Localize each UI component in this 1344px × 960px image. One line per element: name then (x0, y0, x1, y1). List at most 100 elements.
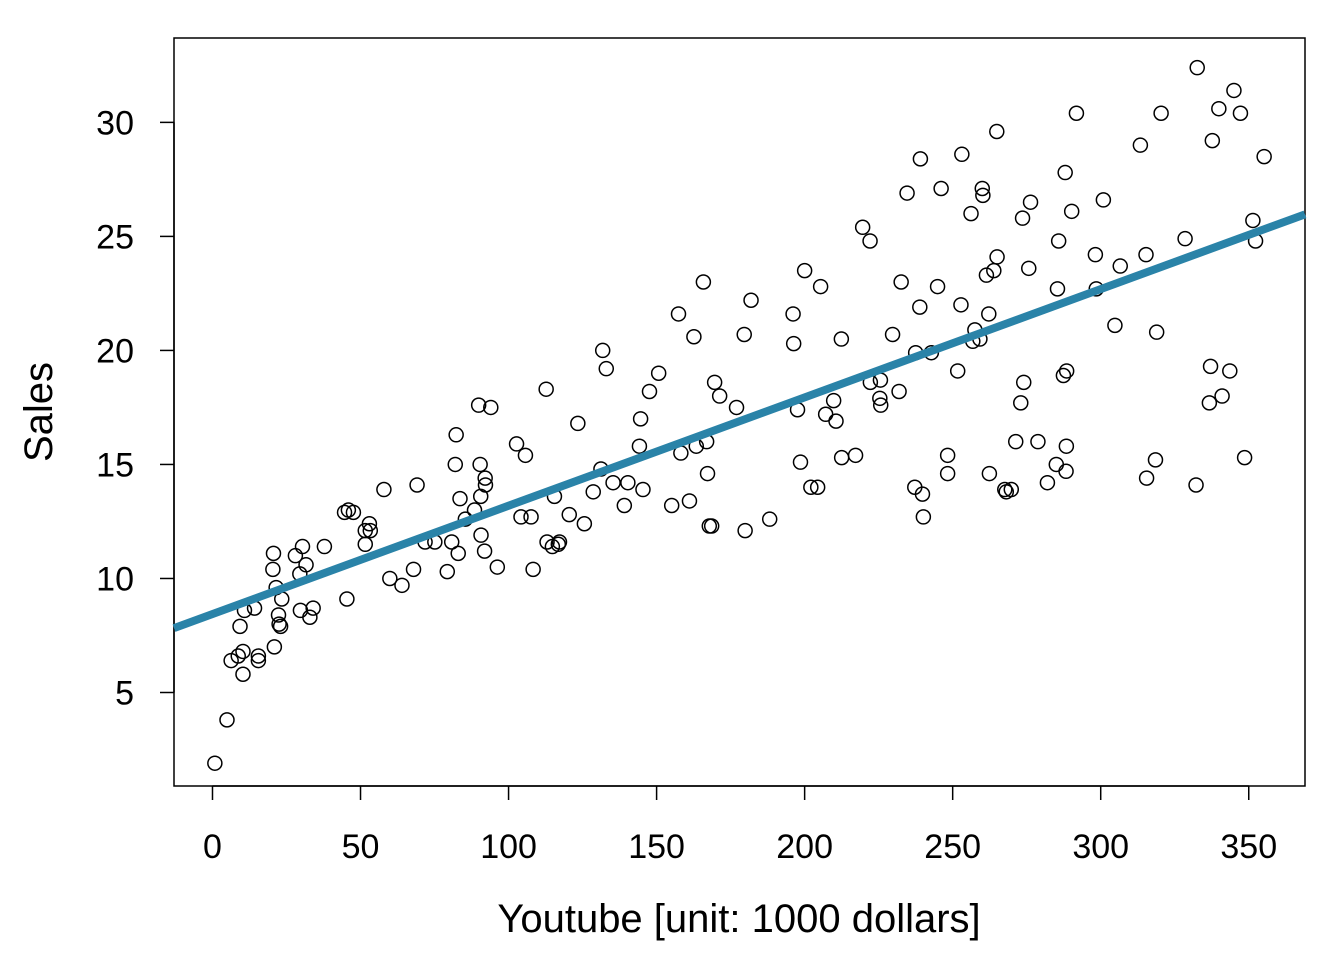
data-point (650, 365, 667, 381)
data-point (974, 180, 991, 197)
data-point (862, 233, 878, 249)
data-point (302, 609, 318, 625)
data-point (681, 493, 698, 509)
y-tick-label: 10 (96, 560, 134, 598)
data-point (1132, 137, 1149, 153)
data-point (598, 360, 615, 377)
data-point (728, 399, 745, 416)
data-point (1003, 481, 1020, 498)
data-point (891, 383, 907, 400)
data-point (1068, 105, 1085, 122)
data-point (316, 538, 333, 555)
points-layer (207, 59, 1272, 771)
y-tick-label: 15 (96, 446, 134, 484)
data-point (833, 449, 850, 466)
data-point (632, 411, 649, 427)
data-point (915, 509, 932, 525)
data-point (1204, 132, 1221, 149)
data-point (219, 712, 235, 728)
data-point (975, 187, 991, 204)
data-point (663, 497, 680, 514)
data-point (1148, 324, 1165, 340)
data-point (1039, 474, 1056, 491)
data-point (272, 618, 289, 635)
data-point (266, 639, 283, 655)
data-point (929, 278, 946, 295)
data-point (570, 415, 586, 432)
data-point (1147, 452, 1164, 468)
data-point (513, 509, 529, 525)
data-point (382, 570, 398, 587)
data-point (1063, 203, 1080, 220)
data-point (989, 123, 1005, 140)
data-point (699, 465, 716, 482)
data-point (1188, 477, 1204, 493)
data-point (989, 249, 1005, 265)
data-point (439, 563, 456, 580)
data-point (847, 447, 864, 464)
data-point (271, 616, 287, 632)
data-point (447, 456, 464, 473)
data-point (357, 536, 374, 553)
data-point (1021, 260, 1037, 277)
x-tick-label: 50 (342, 828, 380, 866)
x-tick-label: 200 (776, 828, 833, 866)
data-point (1087, 246, 1104, 263)
data-point (394, 577, 410, 594)
data-point (1058, 363, 1075, 379)
fit-line-layer (172, 210, 1307, 632)
data-point (1058, 463, 1074, 480)
x-tick-label: 250 (924, 828, 981, 866)
data-point (743, 292, 759, 309)
data-point (292, 602, 309, 619)
data-point (517, 447, 534, 464)
data-point (1048, 456, 1065, 473)
data-point (1211, 100, 1227, 117)
data-point (539, 534, 555, 550)
data-point (949, 363, 966, 379)
data-point (953, 297, 969, 313)
data-point (1138, 246, 1154, 263)
data-point (265, 561, 281, 578)
data-point (812, 278, 829, 295)
data-point (792, 454, 809, 470)
data-point (305, 600, 321, 616)
data-point (538, 381, 554, 397)
data-point (1007, 433, 1024, 450)
data-point (1138, 470, 1155, 486)
data-point (703, 518, 720, 534)
data-point (362, 522, 379, 539)
data-point (551, 534, 568, 550)
data-point (1177, 230, 1193, 247)
data-point (796, 262, 813, 279)
y-axis: 5 10 15 20 25 30 (96, 104, 175, 713)
data-point (912, 151, 929, 167)
data-point (1095, 192, 1112, 208)
data-point (854, 219, 871, 236)
data-point (235, 643, 251, 660)
data-point (270, 607, 287, 623)
data-point (450, 545, 466, 562)
data-point (1112, 258, 1129, 274)
data-point (616, 497, 633, 514)
data-point (978, 267, 995, 283)
data-point (620, 474, 636, 491)
data-point (825, 392, 842, 409)
data-point (376, 481, 392, 498)
data-point (893, 274, 909, 290)
data-point (1058, 438, 1075, 454)
data-point (785, 306, 801, 322)
y-tick-label: 25 (96, 218, 134, 256)
data-point (250, 652, 267, 669)
data-point (230, 648, 246, 664)
data-point (576, 515, 593, 532)
y-axis-title: Sales (17, 362, 61, 462)
data-point (981, 465, 998, 482)
x-tick-label: 300 (1072, 828, 1129, 866)
data-point (489, 559, 506, 575)
data-point (1189, 59, 1205, 76)
data-point (443, 534, 460, 550)
data-point (1202, 358, 1219, 375)
data-point (409, 477, 425, 493)
